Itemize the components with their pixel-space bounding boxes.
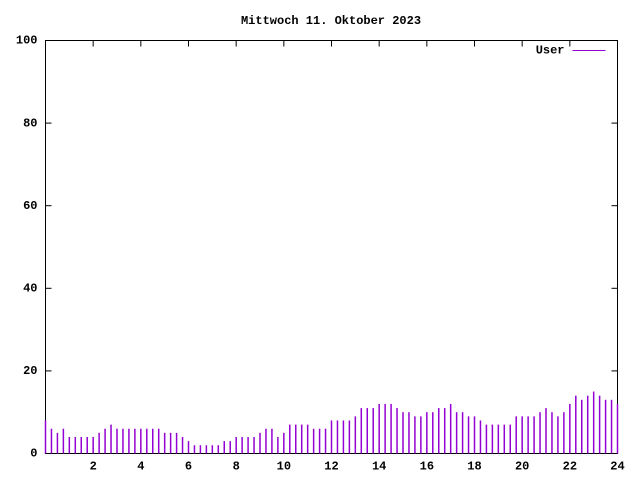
x-tick-label: 4 [137,460,144,474]
x-tick-label: 12 [324,460,338,474]
x-tick-label: 10 [277,460,291,474]
y-tick-label: 60 [23,199,37,213]
x-tick-label: 20 [515,460,529,474]
legend-label: User [536,44,565,58]
y-tick-label: 100 [16,34,38,48]
x-tick-label: 18 [467,460,481,474]
x-tick-label: 22 [563,460,577,474]
x-tick-label: 6 [185,460,192,474]
plot-frame [45,40,618,454]
x-tick-label: 24 [610,460,624,474]
y-tick-label: 40 [23,281,37,295]
x-tick-label: 16 [420,460,434,474]
chart-title: Mittwoch 11. Oktober 2023 [241,14,421,28]
y-tick-label: 80 [23,116,37,130]
y-tick-label: 20 [23,364,37,378]
x-tick-label: 14 [372,460,386,474]
x-tick-label: 8 [233,460,240,474]
y-tick-label: 0 [30,447,37,461]
x-tick-label: 2 [90,460,97,474]
